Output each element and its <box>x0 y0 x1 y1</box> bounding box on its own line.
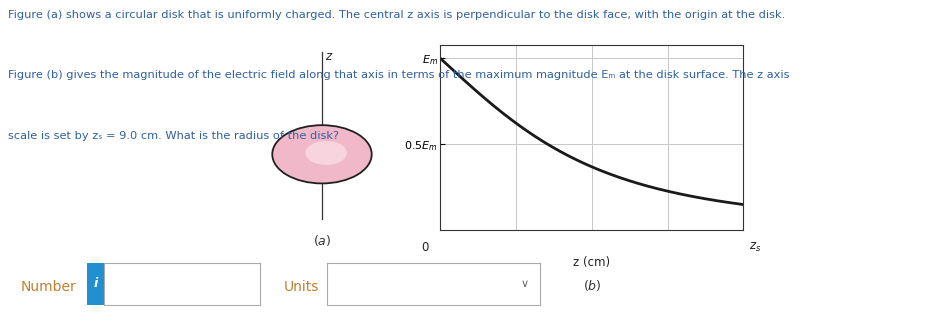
Text: $z_s$: $z_s$ <box>749 241 761 254</box>
Text: Number: Number <box>21 280 77 294</box>
Ellipse shape <box>306 141 347 165</box>
Text: z (cm): z (cm) <box>573 256 611 269</box>
Text: z: z <box>325 50 331 63</box>
Text: $(a)$: $(a)$ <box>313 233 331 248</box>
Text: Units: Units <box>284 280 319 294</box>
Text: i: i <box>94 278 98 290</box>
Text: scale is set by zₛ = 9.0 cm. What is the radius of the disk?: scale is set by zₛ = 9.0 cm. What is the… <box>8 131 339 141</box>
Ellipse shape <box>273 125 372 183</box>
Text: $(b)$: $(b)$ <box>582 278 601 293</box>
Text: Figure (b) gives the magnitude of the electric field along that axis in terms of: Figure (b) gives the magnitude of the el… <box>8 70 789 80</box>
Text: 0: 0 <box>420 241 428 254</box>
Text: ∨: ∨ <box>521 279 529 289</box>
Text: Figure (a) shows a circular disk that is uniformly charged. The central z axis i: Figure (a) shows a circular disk that is… <box>8 10 785 19</box>
